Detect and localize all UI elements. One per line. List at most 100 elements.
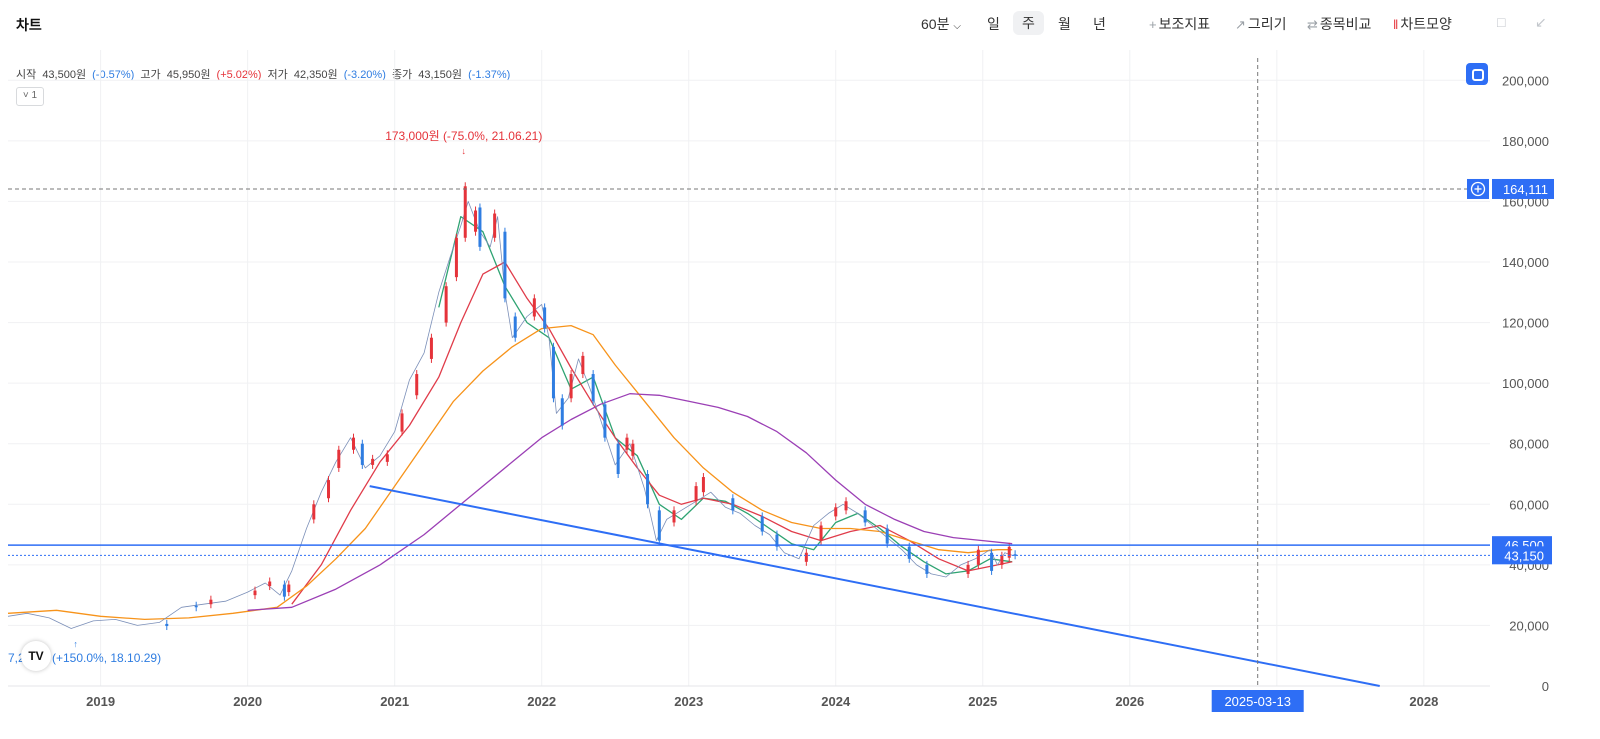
close-value: 43,150원 — [418, 69, 463, 81]
current-price-label: 43,150 — [1504, 548, 1544, 563]
candle-down — [646, 474, 650, 505]
candle-up — [804, 552, 808, 562]
x-tick-label: 2025 — [968, 694, 997, 709]
moving-average-line-1 — [438, 215, 1013, 575]
high-change: (+5.02%) — [216, 69, 262, 81]
candle-down — [360, 443, 364, 465]
x-tick-label: 2021 — [380, 694, 409, 709]
ohlc-legend: 시작 43,500원 (-0.57%) 고가 45,950원 (+5.02%) … — [16, 66, 513, 82]
crosshair-y-label: 164,111 — [1503, 182, 1548, 197]
chart-style-button-label: 차트모양 — [1400, 16, 1452, 32]
low-change: (-3.20%) — [343, 69, 386, 81]
y-tick-label: 60,000 — [1509, 497, 1549, 512]
candle-up — [352, 437, 356, 450]
candle-up — [415, 374, 419, 396]
chart-style-button[interactable]: ‖ 차트모양 — [1393, 14, 1452, 34]
plus-icon: + — [1149, 17, 1157, 32]
interval-select[interactable]: 60분 ⌵ — [921, 14, 961, 34]
low-value: 42,350원 — [293, 69, 338, 81]
candle-down — [591, 374, 595, 402]
current-price-label-bg — [1492, 546, 1552, 565]
low-price-annotation: (+150.0%, 18.10.29) — [52, 651, 161, 665]
candle-up — [581, 355, 585, 375]
plus-circle-icon — [1470, 181, 1486, 197]
tab-month[interactable]: 월 — [1058, 16, 1071, 32]
compare-button[interactable]: ⇄ 종목비교 — [1307, 14, 1371, 34]
x-tick-label: 2019 — [86, 694, 115, 709]
candle-up — [454, 237, 458, 278]
candle-down — [990, 552, 994, 571]
up-arrow-icon: ↑ — [73, 639, 78, 649]
indicator-collapse-button[interactable]: ˅ 1 — [16, 87, 44, 106]
y-tick-label: 20,000 — [1509, 618, 1549, 633]
y-tick-label: 80,000 — [1509, 437, 1549, 452]
candle-up — [1007, 546, 1011, 558]
chevron-down-icon: ⌵ — [953, 21, 961, 32]
open-label: 시작 — [16, 69, 37, 81]
crosshair-x-label-bg — [1211, 690, 1304, 712]
moving-average-line-2 — [291, 261, 1013, 605]
tradingview-logo: TV — [21, 641, 51, 671]
chart-toolbar: 차트 60분 ⌵ 일 주 월 년 + 보조지표 ↗ 그리기 ⇄ 종목비교 ‖ 차트모양 … — [0, 0, 1600, 48]
open-change: (-0.57%) — [92, 69, 135, 81]
candle-down — [863, 510, 867, 523]
low-price-annotation-prefix: 7,2 — [8, 651, 25, 665]
sync-icon[interactable] — [1466, 63, 1488, 85]
tab-week[interactable]: 주 — [1013, 11, 1044, 35]
candle-up — [337, 449, 341, 468]
candle-down — [775, 534, 779, 547]
candle-up — [327, 480, 331, 499]
candle-up — [569, 374, 573, 399]
x-tick-label: 2026 — [1115, 694, 1144, 709]
candle-down — [885, 528, 889, 544]
collapse-icon[interactable]: ↙ — [1535, 14, 1547, 30]
candle-down — [603, 404, 607, 438]
moving-average-line-3 — [7, 324, 1013, 621]
candle-up — [429, 337, 433, 359]
close-change: (-1.37%) — [468, 69, 511, 81]
high-price-annotation: 173,000원 (-75.0%, 21.06.21) — [385, 129, 542, 143]
candle-up — [844, 501, 848, 511]
trendline — [369, 485, 1380, 687]
candle-down — [478, 207, 482, 247]
swap-icon: ⇄ — [1307, 17, 1318, 32]
indicator-button-label: 보조지표 — [1158, 16, 1211, 32]
candle-up — [672, 510, 676, 523]
candle-up — [400, 413, 404, 432]
x-tick-label: 2028 — [1409, 694, 1438, 709]
crosshair-x-label: 2025-03-13 — [1224, 694, 1291, 709]
candle-down — [282, 584, 286, 597]
candle-down — [194, 605, 198, 608]
candle-down — [616, 443, 620, 474]
close-label: 종가 — [391, 69, 413, 81]
open-value: 43,500원 — [42, 69, 87, 81]
candle-down — [560, 398, 564, 426]
trash-icon[interactable]: □ — [1497, 14, 1506, 30]
candle-up — [532, 298, 536, 317]
price-path — [7, 200, 1013, 629]
moving-average-line-4 — [247, 393, 1013, 611]
candle-up — [834, 507, 838, 517]
candle-down — [503, 231, 507, 299]
candle-up — [976, 549, 980, 565]
crosshair-y-label-bg — [1492, 178, 1554, 199]
draw-button[interactable]: ↗ 그리기 — [1235, 14, 1287, 34]
chevron-down-icon: ˅ — [22, 90, 29, 101]
candle-down — [165, 623, 169, 627]
indicator-button[interactable]: + 보조지표 — [1149, 14, 1210, 34]
x-tick-label: 2024 — [821, 694, 851, 709]
candle-down — [513, 316, 517, 338]
y-tick-label: 180,000 — [1502, 134, 1549, 149]
candle-up — [385, 454, 389, 462]
candle-up — [966, 564, 970, 574]
tab-day[interactable]: 일 — [987, 16, 1000, 32]
x-tick-label: 2022 — [527, 694, 556, 709]
candle-up — [819, 525, 823, 541]
tab-year[interactable]: 년 — [1093, 16, 1106, 32]
indicator-count: 1 — [31, 90, 38, 101]
page-title: 차트 — [16, 17, 42, 33]
pencil-icon: ↗ — [1235, 17, 1246, 32]
high-label: 고가 — [140, 69, 161, 81]
candlestick-icon: ‖ — [1393, 17, 1399, 32]
